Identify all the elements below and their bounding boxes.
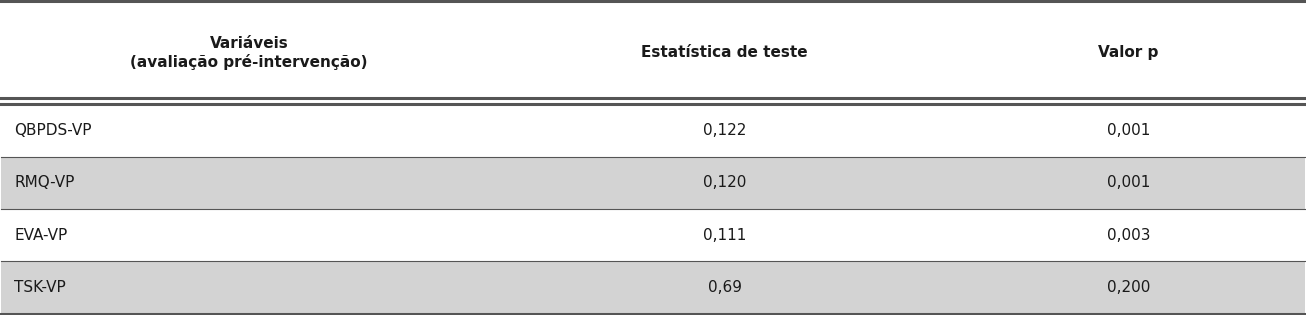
Bar — [1, 104, 1305, 157]
Bar — [1, 1, 1305, 104]
Text: Variáveis
(avaliação pré-intervenção): Variáveis (avaliação pré-intervenção) — [131, 36, 368, 70]
Text: Valor p: Valor p — [1098, 45, 1158, 60]
Text: QBPDS-VP: QBPDS-VP — [14, 123, 91, 138]
Text: RMQ-VP: RMQ-VP — [14, 175, 74, 190]
Text: 0,111: 0,111 — [703, 228, 746, 243]
Bar — [1, 261, 1305, 314]
Text: 0,200: 0,200 — [1107, 280, 1151, 295]
Text: 0,003: 0,003 — [1107, 228, 1151, 243]
Text: 0,69: 0,69 — [708, 280, 742, 295]
Text: 0,001: 0,001 — [1107, 175, 1151, 190]
Text: 0,001: 0,001 — [1107, 123, 1151, 138]
Bar — [1, 157, 1305, 209]
Text: EVA-VP: EVA-VP — [14, 228, 68, 243]
Text: TSK-VP: TSK-VP — [14, 280, 67, 295]
Text: Estatística de teste: Estatística de teste — [641, 45, 808, 60]
Bar — [1, 209, 1305, 261]
Text: 0,122: 0,122 — [703, 123, 746, 138]
Text: 0,120: 0,120 — [703, 175, 746, 190]
